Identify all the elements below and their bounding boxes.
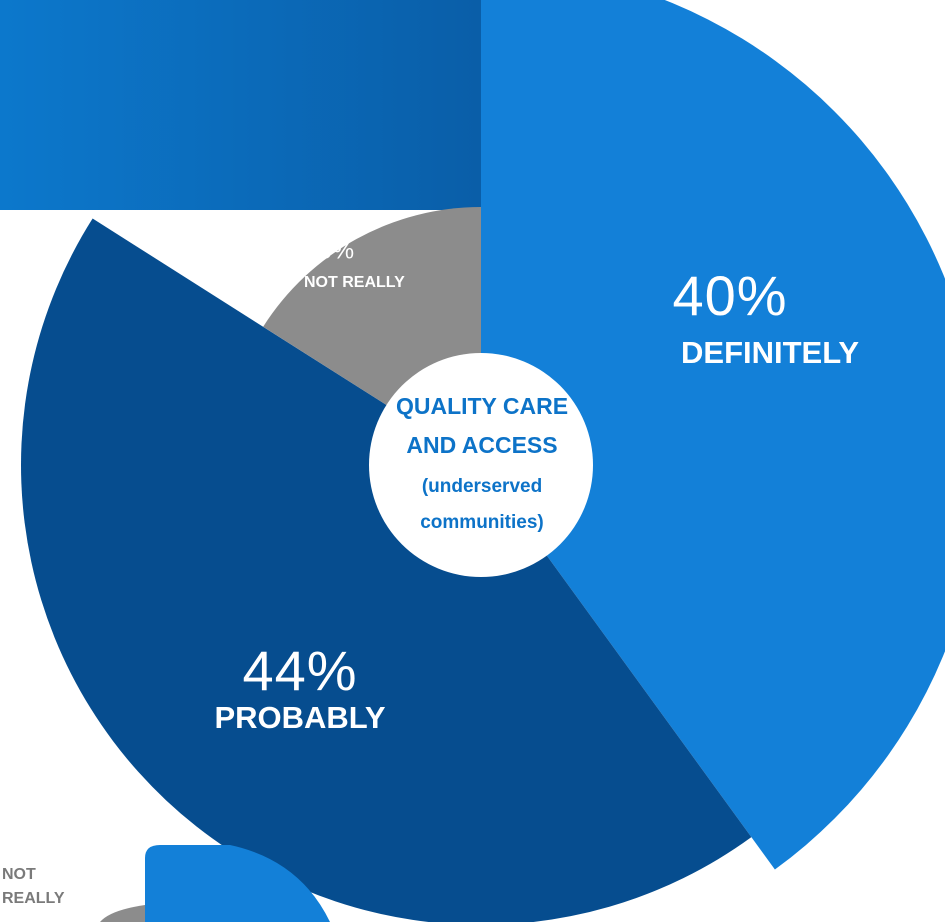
slice bbox=[21, 218, 752, 922]
value-label: 44% bbox=[242, 639, 357, 702]
category-label: DEFINITELY bbox=[681, 335, 859, 370]
value-label: 40% bbox=[672, 264, 787, 327]
category-label: PROBABLY bbox=[214, 700, 385, 735]
category-label: NOT REALLY bbox=[304, 274, 405, 291]
header-block bbox=[0, 0, 481, 210]
center-title-2: AND ACCESS bbox=[406, 432, 557, 458]
slice bbox=[481, 0, 945, 870]
value-label: 16% bbox=[304, 237, 355, 264]
center-title-1: QUALITY CARE bbox=[396, 393, 568, 419]
donut-hole bbox=[369, 353, 593, 577]
donut-chart bbox=[21, 0, 945, 922]
fragment-label: REALLY bbox=[2, 890, 65, 907]
center-subtitle-2: communities) bbox=[420, 512, 544, 533]
fragment-slice bbox=[145, 845, 330, 922]
fragment-label: NOT bbox=[2, 866, 36, 883]
center-subtitle-1: (underserved bbox=[422, 476, 542, 497]
fragment-slice bbox=[100, 905, 145, 922]
